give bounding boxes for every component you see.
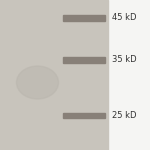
Text: 45 kD: 45 kD: [112, 14, 137, 22]
Bar: [63, 15, 105, 21]
Bar: [0, 0, 108, 150]
Text: 25 kD: 25 kD: [112, 111, 137, 120]
Ellipse shape: [16, 66, 59, 99]
Bar: [63, 113, 105, 118]
Bar: [108, 0, 150, 150]
Text: 35 kD: 35 kD: [112, 56, 137, 64]
Bar: [63, 57, 105, 63]
